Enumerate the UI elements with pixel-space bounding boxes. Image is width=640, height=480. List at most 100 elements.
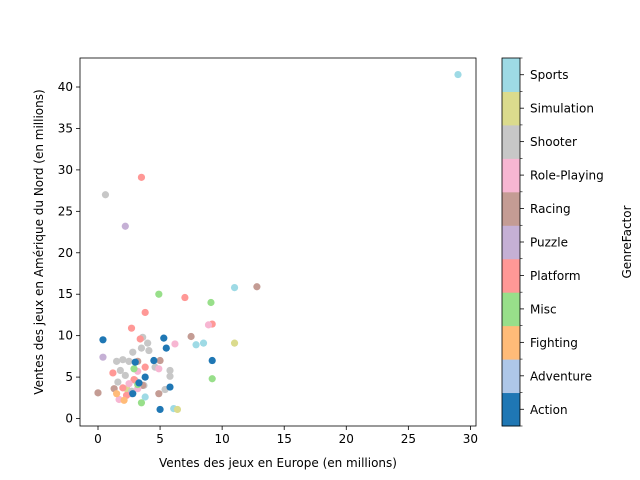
colorbar-tick-label: Simulation [530, 102, 594, 116]
points-layer [94, 70, 462, 414]
data-point [181, 293, 189, 302]
data-point [136, 335, 144, 343]
colorbar-segment [502, 191, 520, 226]
x-tick-label: 25 [401, 432, 416, 446]
data-point [155, 365, 163, 373]
y-tick-label: 20 [58, 246, 73, 260]
data-point [208, 356, 216, 365]
y-tick-label: 30 [58, 163, 73, 177]
colorbar-segment [502, 58, 520, 92]
data-point [94, 389, 102, 397]
colorbar-segment [502, 124, 520, 159]
data-point [141, 308, 149, 317]
x-tick-label: 5 [156, 432, 164, 446]
y-tick-label: 35 [58, 121, 73, 135]
data-point [109, 369, 117, 377]
data-point [207, 298, 215, 307]
data-point [141, 393, 149, 401]
data-point [173, 405, 182, 414]
data-point [155, 290, 163, 298]
data-point [454, 70, 462, 79]
data-point [144, 339, 152, 347]
data-point [120, 396, 128, 404]
colorbar-segment [502, 392, 520, 427]
data-point [101, 191, 110, 199]
colorbar-segment [502, 225, 520, 260]
data-point [99, 336, 107, 344]
colorbar-tick-label: Misc [530, 302, 557, 316]
data-point [137, 399, 146, 407]
y-tick-label: 25 [58, 204, 73, 218]
data-point [155, 390, 163, 398]
data-point [113, 357, 121, 365]
data-point [145, 346, 153, 355]
data-point [141, 363, 149, 371]
data-point [156, 356, 164, 365]
colorbar-segment [502, 258, 520, 293]
data-point [99, 353, 107, 361]
x-tick-label: 10 [214, 432, 229, 446]
data-point [137, 344, 146, 352]
data-point [162, 344, 170, 352]
data-point [204, 321, 213, 329]
data-point [127, 324, 136, 332]
data-point [114, 378, 122, 386]
y-axis-ticks: 0 5 10 15 20 25 30 35 40 [58, 80, 80, 426]
data-point [121, 222, 129, 230]
plot-frame [79, 57, 477, 427]
colorbar-tick-label: Racing [530, 202, 571, 216]
x-axis-label: Ventes des jeux en Europe (en millions) [159, 456, 397, 470]
data-point [192, 341, 200, 349]
colorbar-segment [502, 325, 520, 360]
colorbar-tick-label: Platform [530, 269, 581, 283]
data-point [130, 365, 138, 373]
y-tick-label: 15 [58, 287, 73, 301]
y-tick-label: 10 [58, 329, 73, 343]
data-point [129, 348, 137, 356]
colorbar-label: GenreFactor [620, 205, 634, 278]
x-tick-label: 0 [94, 432, 102, 446]
data-point [166, 372, 174, 380]
data-point [137, 173, 146, 181]
data-point [208, 375, 216, 383]
data-point [119, 384, 127, 392]
data-point [230, 283, 239, 292]
colorbar-tick-label: Fighting [530, 336, 578, 350]
colorbar-segment [502, 292, 520, 327]
data-point [230, 339, 239, 347]
data-point [113, 390, 121, 398]
colorbar-segment [502, 359, 520, 394]
data-point [253, 283, 261, 291]
data-point [171, 340, 179, 348]
data-point [121, 371, 129, 380]
data-point [160, 334, 168, 342]
colorbar-tick-label: Action [530, 403, 568, 417]
colorbar-tick-label: Role-Playing [530, 169, 604, 183]
data-point [129, 390, 137, 398]
x-tick-label: 15 [277, 432, 292, 446]
data-point [119, 356, 127, 364]
data-point [156, 405, 164, 414]
data-point [199, 339, 208, 347]
x-tick-label: 30 [463, 432, 478, 446]
data-point [150, 356, 158, 365]
data-point [187, 332, 195, 341]
y-axis-label: Ventes des jeux en Amérique du Nord (en … [32, 89, 46, 394]
colorbar-tick-label: Shooter [530, 135, 577, 149]
data-point [135, 379, 143, 387]
x-tick-label: 20 [339, 432, 354, 446]
data-point [166, 383, 174, 391]
colorbar-tick-label: Puzzle [530, 236, 568, 250]
colorbar-segment [502, 158, 520, 193]
y-tick-label: 5 [65, 370, 73, 384]
data-point [116, 366, 124, 375]
data-point [166, 366, 174, 375]
colorbar-tick-label: Sports [530, 68, 568, 82]
y-tick-label: 0 [65, 412, 73, 426]
x-axis-ticks: 0 5 10 15 20 25 30 [94, 426, 478, 446]
colorbar-tick-label: Adventure [530, 369, 592, 383]
colorbar: Action Adventure Fighting Misc Platform Puzzl… [501, 57, 604, 427]
y-tick-label: 40 [58, 80, 73, 94]
data-point [125, 357, 133, 365]
